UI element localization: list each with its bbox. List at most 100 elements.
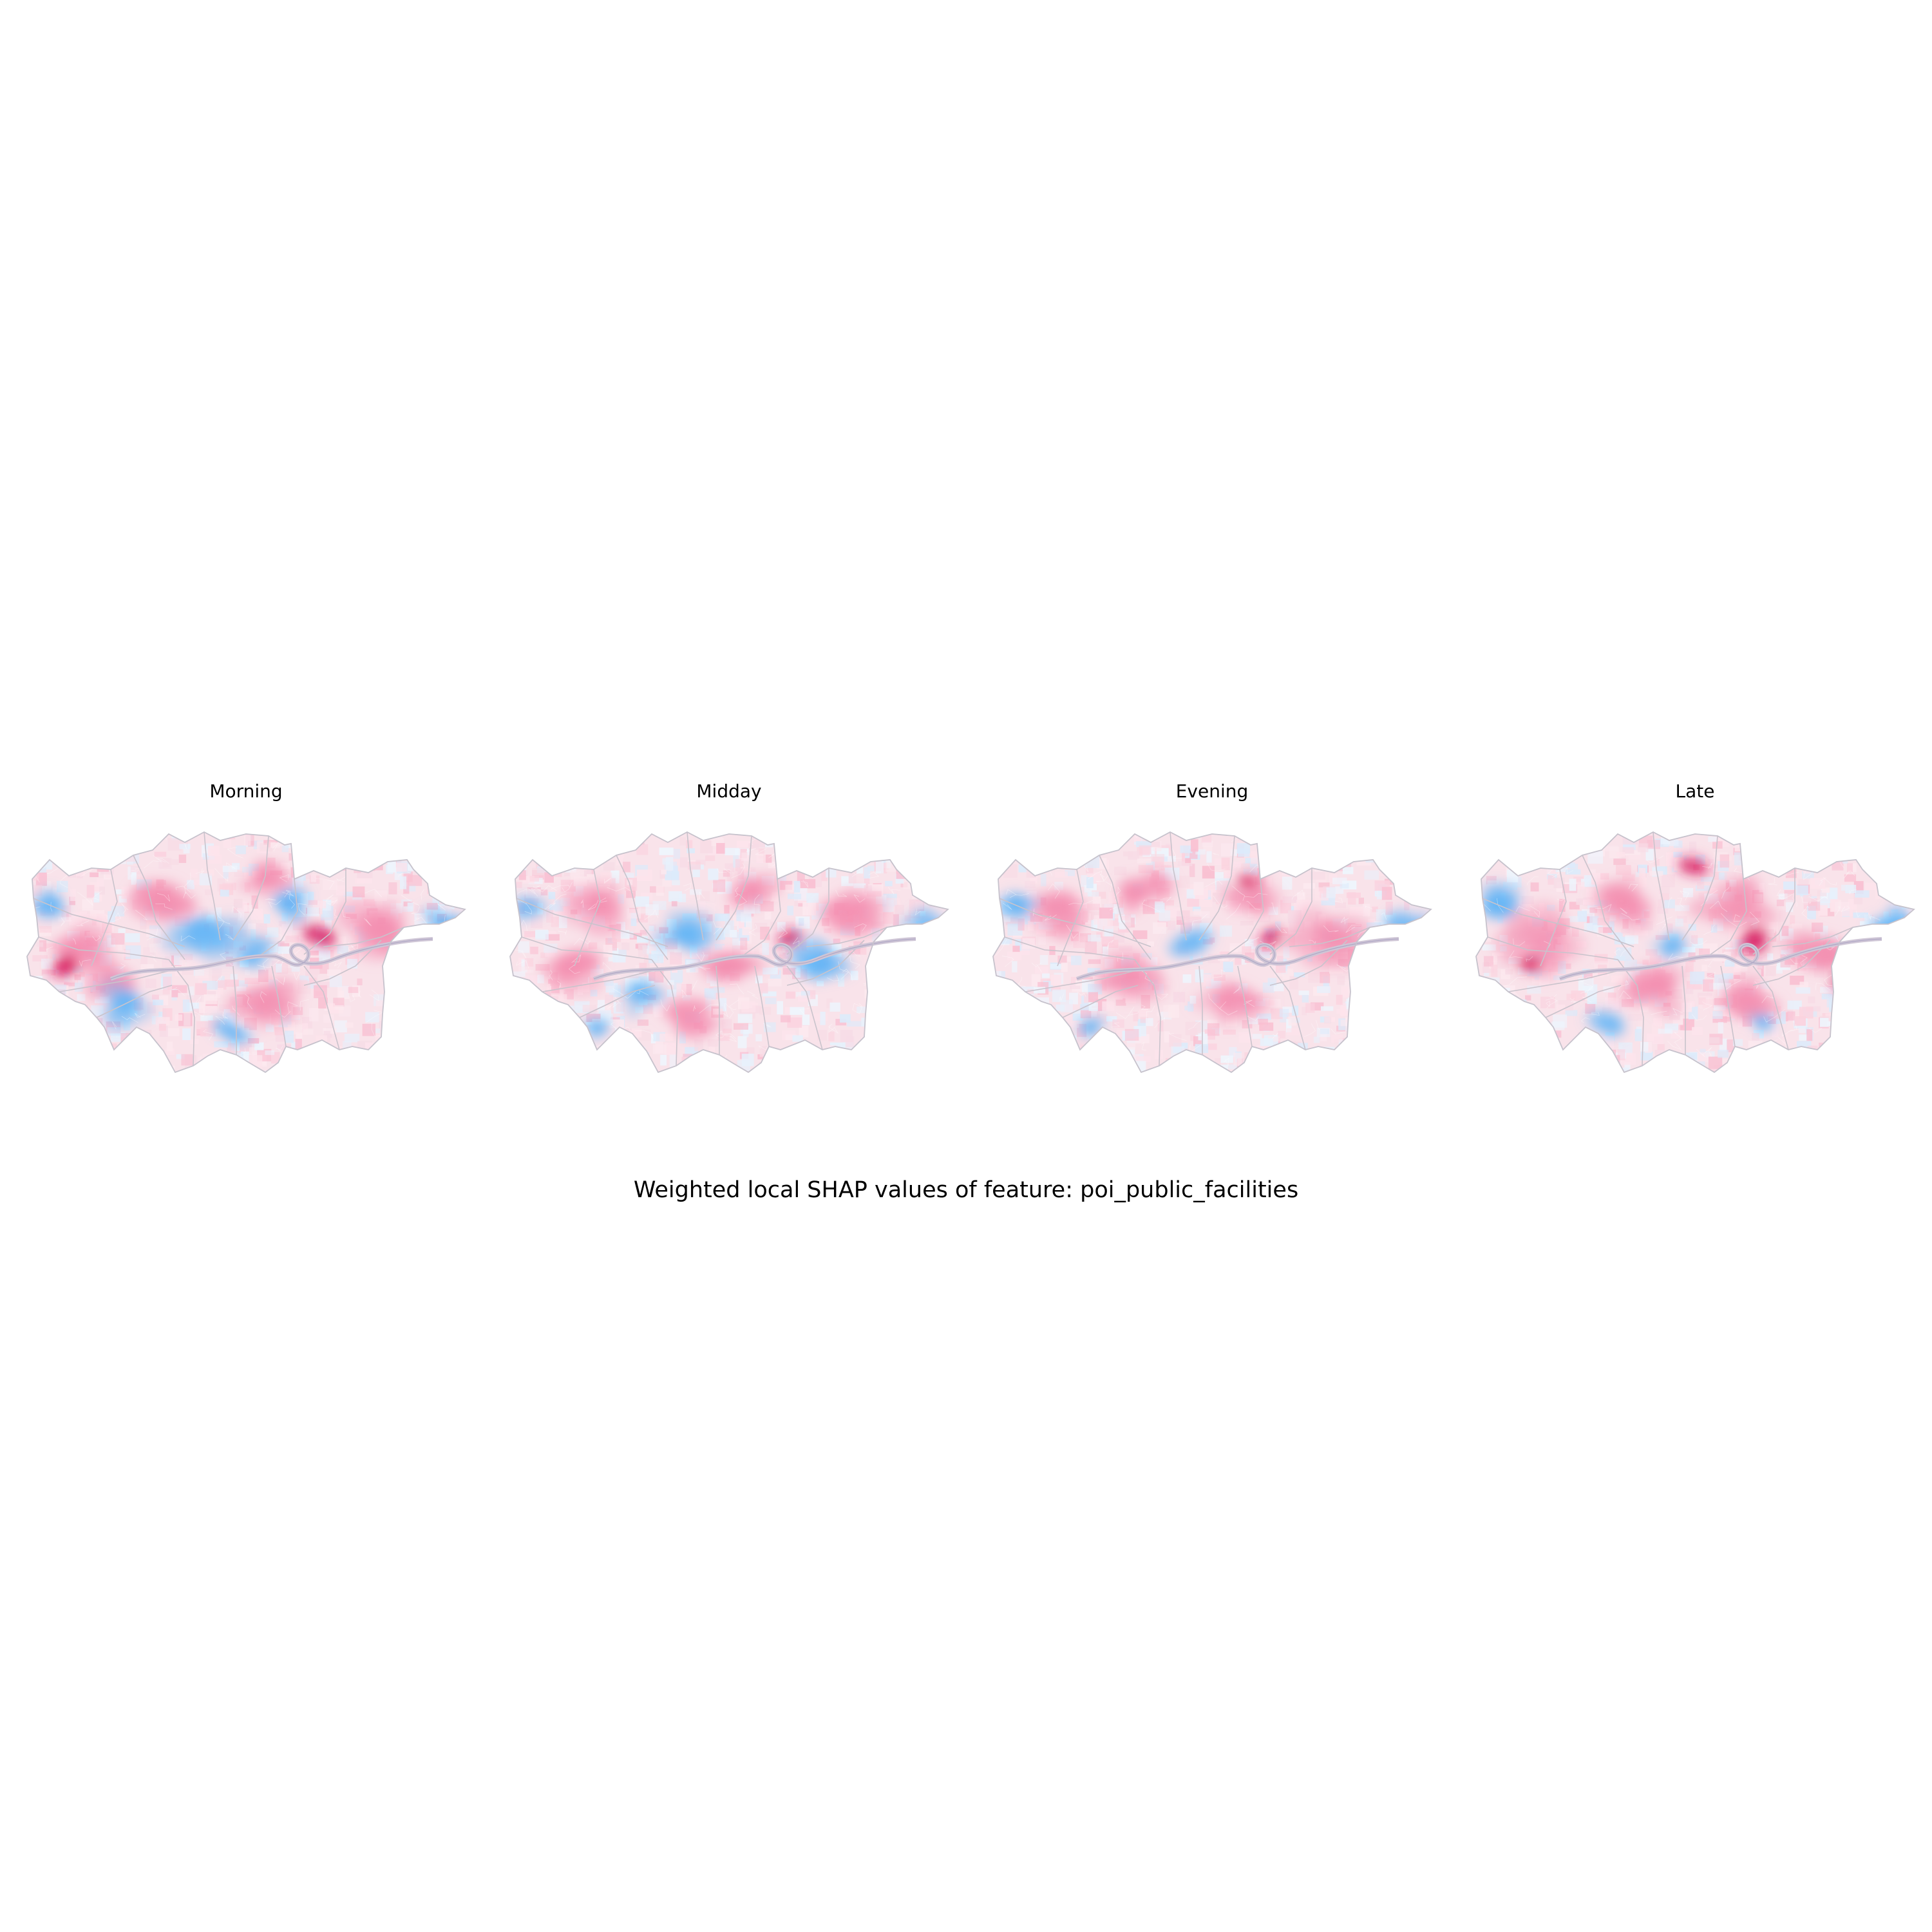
hotspot-blob <box>1833 969 1851 984</box>
map-cell <box>377 852 386 864</box>
cell-boundary <box>785 846 795 855</box>
map-cell <box>1872 927 1883 939</box>
map-cell <box>898 842 905 848</box>
map-cell <box>1226 1070 1237 1072</box>
map-cell <box>379 1048 393 1054</box>
map-cell <box>1354 962 1368 976</box>
map-cell <box>1712 1016 1727 1023</box>
map-cell <box>921 1054 927 1061</box>
map-cell <box>1866 946 1874 957</box>
map-cell <box>1050 963 1065 969</box>
map-cell <box>1611 975 1623 983</box>
map-cell <box>1631 833 1638 842</box>
map-cell <box>627 1044 638 1056</box>
map-cell <box>1402 869 1409 878</box>
map-cell <box>1422 1058 1431 1066</box>
map-cell <box>1865 1061 1874 1072</box>
cell-boundary <box>1598 1049 1604 1060</box>
map-cell <box>1051 1065 1059 1072</box>
map-cell <box>942 1021 948 1027</box>
map-cell <box>1417 928 1431 933</box>
map-cell <box>1905 933 1911 947</box>
map-cell <box>1597 918 1609 925</box>
map-cell <box>1280 1014 1287 1023</box>
cell-boundary <box>800 879 809 888</box>
map-cell <box>333 998 345 1007</box>
map-cell <box>1835 902 1850 911</box>
borough-boundary <box>521 936 652 960</box>
map-cell <box>1869 1001 1879 1012</box>
map-cell <box>339 848 345 854</box>
map-cell <box>1897 980 1906 989</box>
map-cell <box>936 869 943 878</box>
map-cell <box>1026 1009 1034 1014</box>
hotspot-blob <box>677 1016 712 1040</box>
map-cell <box>461 972 465 984</box>
borough-boundary <box>806 927 887 947</box>
map-cell <box>1240 832 1246 837</box>
borough-boundary <box>1057 869 1084 967</box>
map-cell <box>1193 909 1202 915</box>
map-cell <box>1587 992 1597 1005</box>
cell-boundary <box>412 989 425 996</box>
map-cell <box>1477 844 1490 857</box>
map-cell <box>344 848 354 855</box>
map-cell <box>542 1072 551 1082</box>
map-cell <box>422 942 437 952</box>
map-cell <box>937 832 947 844</box>
map-cell <box>1701 964 1708 971</box>
map-cell <box>224 980 239 987</box>
map-cell <box>1345 1067 1356 1072</box>
map-cell <box>838 973 845 987</box>
cell-boundary <box>1204 880 1223 888</box>
map-cell <box>582 1005 598 1012</box>
map-cell <box>904 1074 914 1083</box>
map-cell <box>295 1039 302 1049</box>
map-cell <box>401 953 413 958</box>
map-cell <box>1899 843 1906 851</box>
map-cell <box>1871 1039 1886 1045</box>
cell-boundary <box>1385 940 1396 949</box>
cell-boundary <box>134 1012 146 1018</box>
map-cell <box>907 1052 922 1061</box>
map-cell <box>742 927 751 936</box>
map-cell <box>1348 1070 1363 1072</box>
map-cell <box>28 1073 36 1086</box>
cell-boundary <box>275 977 285 985</box>
map-cell <box>91 844 100 857</box>
borough-boundary <box>999 898 1151 947</box>
map-cell <box>1393 1063 1405 1072</box>
map-cell <box>73 1054 88 1061</box>
map-cell <box>1806 1006 1821 1012</box>
map-cell <box>79 847 95 853</box>
cell-boundary <box>1031 962 1042 968</box>
map-cell <box>1039 1025 1054 1033</box>
cell-boundary <box>895 998 904 1009</box>
map-cell <box>1837 848 1846 857</box>
map-cell <box>315 1073 328 1081</box>
map-cell <box>457 832 465 838</box>
map-cell <box>330 897 338 904</box>
map-cell <box>417 914 426 922</box>
map-cell <box>1253 940 1260 946</box>
cell-boundary <box>1743 835 1763 840</box>
map-cell <box>741 912 752 923</box>
cell-boundary <box>763 1023 772 1028</box>
map-cell <box>1070 1066 1084 1072</box>
map-cell <box>1364 870 1379 880</box>
map-cell <box>1850 841 1864 853</box>
map-cell <box>881 969 896 976</box>
cell-boundary <box>557 1045 568 1052</box>
map-cell <box>336 886 346 896</box>
map-cell <box>1864 882 1877 891</box>
map-cell <box>52 954 58 960</box>
london-outline <box>26 831 466 1074</box>
cell-boundary <box>851 856 860 862</box>
map-cell <box>581 940 588 952</box>
panel-title-midday: Midday <box>696 781 762 802</box>
cell-boundary <box>93 891 102 901</box>
map-cell <box>407 838 417 845</box>
map-cell <box>1411 1013 1420 1025</box>
map-cell <box>1323 856 1334 868</box>
map-cell <box>41 969 56 976</box>
